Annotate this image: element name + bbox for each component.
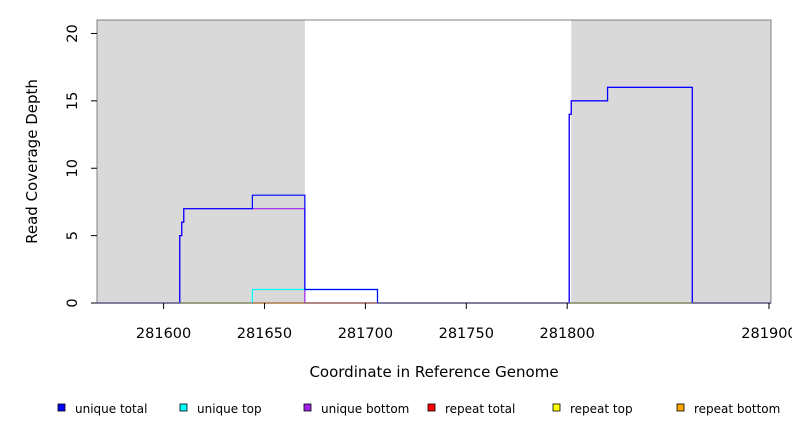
legend-swatch (552, 403, 561, 412)
legend-label: unique bottom (321, 402, 409, 416)
y-axis-title: Read Coverage Depth (23, 79, 41, 244)
y-axis: 0 5 10 15 20 (65, 24, 97, 308)
x-tick-label: 281650 (237, 326, 292, 342)
legend-label: repeat top (570, 402, 633, 416)
x-axis: 281600 281650 281700 281750 281800 281900 (136, 303, 792, 342)
x-tick-label: 281750 (439, 326, 494, 342)
legend-swatch (427, 403, 436, 412)
legend-label: repeat total (445, 402, 515, 416)
legend-label: unique top (197, 402, 262, 416)
x-tick-label: 281700 (338, 326, 393, 342)
legend: unique total unique top unique bottom repea… (57, 402, 780, 416)
y-tick-label: 10 (65, 159, 81, 177)
legend-label: unique total (75, 402, 147, 416)
x-tick-label: 281800 (540, 326, 595, 342)
x-tick-label: 281600 (136, 326, 191, 342)
legend-swatch (676, 403, 685, 412)
legend-label: repeat bottom (694, 402, 780, 416)
y-tick-label: 15 (65, 92, 81, 110)
shaded-regions (97, 20, 771, 303)
y-tick-label: 5 (65, 231, 81, 240)
legend-swatch (303, 403, 312, 412)
shaded-region-1 (97, 20, 305, 303)
x-tick-label: 281900 (741, 326, 792, 342)
y-tick-label: 0 (65, 298, 81, 307)
shaded-region-2 (571, 20, 771, 303)
legend-swatch (179, 403, 188, 412)
series-unique-total (97, 86, 771, 304)
plot-frame (96, 19, 772, 304)
y-tick-label: 20 (65, 24, 81, 42)
x-axis-title: Coordinate in Reference Genome (309, 363, 558, 381)
legend-swatch (57, 403, 66, 412)
